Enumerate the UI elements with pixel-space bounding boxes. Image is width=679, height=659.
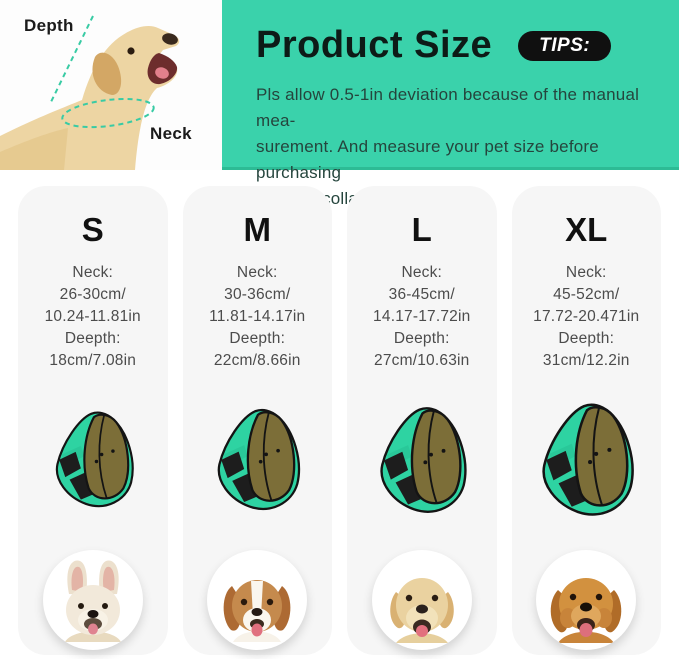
neck-in-value: 17.72-20.471in	[533, 308, 640, 325]
dog-photo-golden-retriever	[536, 550, 637, 650]
depth-heading: Deepth:	[558, 330, 615, 347]
depth-guide-line	[49, 15, 94, 105]
header-banner: Product Size TIPS: Pls allow 0.5-1in dev…	[222, 0, 679, 208]
cone-collar-image	[41, 392, 145, 524]
neck-guide-ellipse	[61, 97, 155, 129]
depth-value: 22cm/8.66in	[213, 352, 301, 369]
size-specs: Neck: 30-36cm/ 11.81-14.17in Deepth: 22c…	[209, 262, 305, 372]
neck-cm-value: 26-30cm/	[59, 286, 126, 303]
tip-line-1: Pls allow 0.5-1in deviation because of t…	[256, 85, 640, 130]
size-card-m: M Neck: 30-36cm/ 11.81-14.17in Deepth: 2…	[182, 186, 332, 655]
neck-heading: Neck:	[236, 264, 278, 281]
size-card-xl: XL Neck: 45-52cm/ 17.72-20.471in Deepth:…	[511, 186, 661, 655]
neck-cm-value: 30-36cm/	[224, 286, 291, 303]
size-label: S	[81, 211, 104, 248]
neck-heading: Neck:	[565, 264, 607, 281]
neck-in-value: 14.17-17.72in	[373, 308, 471, 325]
size-label: L	[411, 211, 432, 248]
size-specs: Neck: 45-52cm/ 17.72-20.471in Deepth: 31…	[533, 262, 639, 372]
measurement-photo: Depth Neck	[0, 0, 222, 170]
dog-photo-beagle	[207, 550, 308, 650]
size-card-l: L Neck: 36-45cm/ 14.17-17.72in Deepth: 2…	[347, 186, 497, 655]
neck-cm-value: 36-45cm/	[388, 286, 455, 303]
depth-value: 18cm/7.08in	[49, 352, 137, 369]
cone-collar-image	[364, 392, 479, 524]
size-card-s: S Neck: 26-30cm/ 10.24-11.81in Deepth: 1…	[18, 186, 168, 655]
title-row: Product Size TIPS:	[256, 24, 651, 67]
size-cards: S Neck: 26-30cm/ 10.24-11.81in Deepth: 1…	[18, 186, 661, 655]
depth-label: Depth	[24, 16, 74, 35]
neck-label: Neck	[150, 124, 192, 143]
neck-heading: Neck:	[401, 264, 443, 281]
cone-collar-image	[525, 392, 647, 524]
depth-value: 31cm/12.2in	[542, 352, 630, 369]
neck-heading: Neck:	[72, 264, 114, 281]
neck-in-value: 11.81-14.17in	[209, 308, 306, 325]
depth-heading: Deepth:	[393, 330, 450, 347]
depth-value: 27cm/10.63in	[374, 352, 470, 369]
tips-badge: TIPS:	[518, 30, 612, 61]
neck-cm-value: 45-52cm/	[553, 286, 620, 303]
cone-collar-image	[202, 392, 312, 524]
size-specs: Neck: 26-30cm/ 10.24-11.81in Deepth: 18c…	[45, 262, 141, 372]
neck-in-value: 10.24-11.81in	[44, 308, 141, 325]
depth-heading: Deepth:	[64, 330, 121, 347]
dog-photo-labrador	[371, 550, 472, 650]
hero-section: Depth Neck Product Size TIPS: Pls allow …	[0, 0, 679, 208]
depth-heading: Deepth:	[229, 330, 286, 347]
labrador-measure-illustration	[0, 0, 222, 170]
dog-photo-french-bulldog	[42, 550, 143, 650]
size-label: M	[243, 211, 272, 248]
size-specs: Neck: 36-45cm/ 14.17-17.72in Deepth: 27c…	[373, 262, 470, 372]
tip-line-2: surement. And measure your pet size befo…	[256, 137, 599, 182]
size-label: XL	[565, 211, 608, 248]
page-title: Product Size	[256, 24, 493, 66]
